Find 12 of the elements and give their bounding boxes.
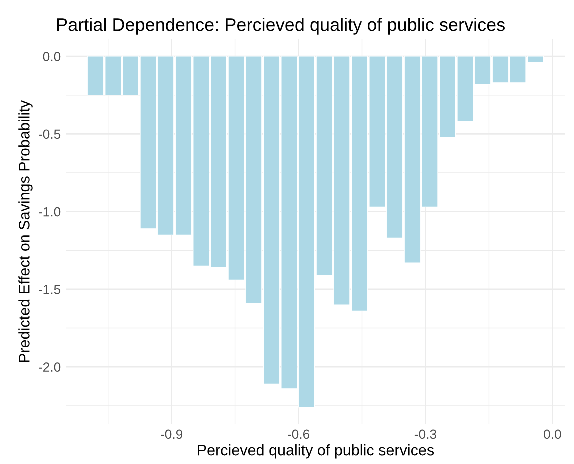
x-tick-label: -0.3	[414, 430, 437, 440]
x-tick-label: -0.9	[161, 430, 183, 440]
y-axis-title: Predicted Effect on Savings Probability	[18, 100, 33, 362]
y-tick-label: -2.0	[39, 362, 61, 372]
x-tick-label: 0.0	[544, 430, 562, 440]
y-tick-label: -0.5	[39, 130, 61, 140]
chart-title: Partial Dependence: Percieved quality of public services	[58, 18, 505, 35]
y-tick-label: 0.0	[43, 52, 61, 62]
y-tick-label: -1.5	[39, 285, 61, 294]
y-tick-label: -1.0	[39, 207, 61, 217]
x-axis-title: Percieved quality of public services	[198, 444, 434, 459]
x-tick-label: -0.6	[288, 430, 310, 440]
